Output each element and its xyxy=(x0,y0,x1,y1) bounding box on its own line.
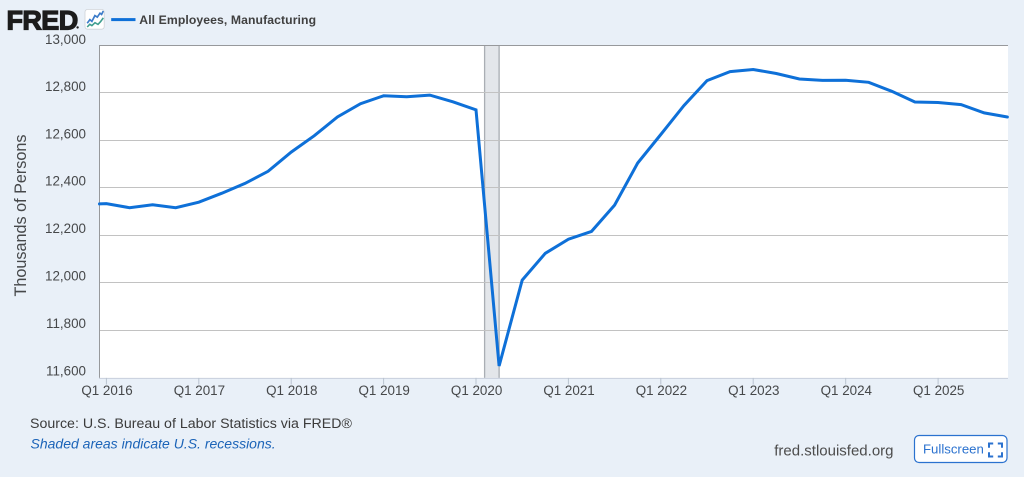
svg-text:Q1 2017: Q1 2017 xyxy=(174,383,225,398)
svg-text:12,800: 12,800 xyxy=(45,79,86,94)
svg-text:fred.stlouisfed.org: fred.stlouisfed.org xyxy=(774,443,893,460)
svg-text:11,800: 11,800 xyxy=(46,316,86,331)
svg-text:Q1 2025: Q1 2025 xyxy=(913,383,964,398)
svg-text:Q1 2016: Q1 2016 xyxy=(81,383,132,398)
svg-text:12,400: 12,400 xyxy=(45,174,86,189)
svg-text:Source: U.S. Bureau of Labor S: Source: U.S. Bureau of Labor Statistics … xyxy=(30,416,352,432)
svg-text:13,000: 13,000 xyxy=(45,32,86,47)
svg-text:Fullscreen: Fullscreen xyxy=(923,442,984,457)
svg-text:Q1 2019: Q1 2019 xyxy=(359,383,410,398)
svg-text:11,600: 11,600 xyxy=(46,363,86,378)
svg-text:Q1 2018: Q1 2018 xyxy=(266,383,317,398)
svg-text:All Employees, Manufacturing: All Employees, Manufacturing xyxy=(139,13,316,27)
svg-text:12,600: 12,600 xyxy=(45,126,86,141)
svg-text:Q1 2020: Q1 2020 xyxy=(451,383,502,398)
svg-text:Q1 2024: Q1 2024 xyxy=(821,383,873,398)
svg-text:FRED: FRED xyxy=(7,6,78,36)
svg-text:Q1 2022: Q1 2022 xyxy=(636,383,687,398)
svg-text:12,200: 12,200 xyxy=(45,221,86,236)
svg-text:12,000: 12,000 xyxy=(45,269,86,284)
svg-text:Thousands of Persons: Thousands of Persons xyxy=(12,135,30,297)
svg-text:Shaded areas indicate U.S. rec: Shaded areas indicate U.S. recessions. xyxy=(31,436,276,452)
svg-text:Q1 2023: Q1 2023 xyxy=(728,383,779,398)
svg-text:Q1 2021: Q1 2021 xyxy=(543,383,594,398)
